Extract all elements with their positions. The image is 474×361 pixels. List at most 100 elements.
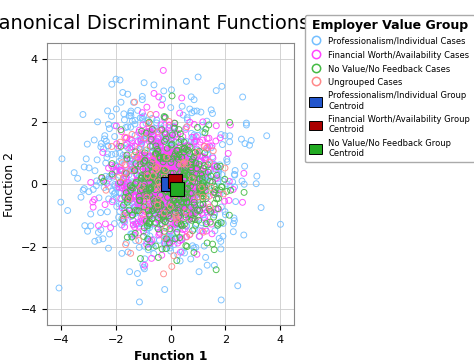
Point <box>138 152 146 158</box>
Point <box>132 170 139 176</box>
Point <box>199 178 206 184</box>
Point <box>177 162 184 168</box>
Point <box>188 208 195 214</box>
Point <box>168 166 176 172</box>
Point <box>158 165 165 170</box>
Point <box>231 168 239 173</box>
Point <box>158 170 165 176</box>
Point <box>118 180 125 186</box>
Point <box>172 153 180 158</box>
Point <box>125 188 132 194</box>
Point <box>171 155 178 161</box>
Point <box>148 237 155 243</box>
Point <box>212 166 220 172</box>
Point <box>171 171 178 177</box>
Point <box>136 200 144 206</box>
Point <box>156 169 164 175</box>
Point <box>247 138 255 143</box>
Point <box>196 153 204 158</box>
Point <box>186 144 194 150</box>
Point <box>142 172 149 178</box>
Point <box>156 161 164 166</box>
Point <box>197 167 205 173</box>
Point <box>121 170 129 176</box>
Point <box>140 205 148 210</box>
Point <box>177 249 184 255</box>
Point <box>124 124 131 130</box>
Point <box>155 175 163 181</box>
Point <box>124 199 131 205</box>
Point <box>120 218 128 224</box>
Point <box>139 193 147 199</box>
Point <box>172 204 180 210</box>
Point <box>180 153 188 159</box>
Point <box>172 139 179 145</box>
Point <box>181 191 188 196</box>
Point <box>142 183 149 189</box>
Point <box>141 158 149 164</box>
Point <box>180 159 188 165</box>
Point <box>173 151 181 157</box>
Point <box>148 159 156 165</box>
Point <box>182 209 190 215</box>
Point <box>181 148 188 154</box>
Point <box>156 183 164 188</box>
Point <box>182 214 190 220</box>
Point <box>149 128 157 134</box>
Point <box>200 229 207 235</box>
Point <box>162 165 170 171</box>
Point <box>148 193 155 199</box>
Point <box>95 237 102 243</box>
Point <box>137 147 144 152</box>
Point <box>154 172 162 178</box>
Point <box>161 156 168 162</box>
Point <box>151 167 158 173</box>
Point <box>139 156 146 162</box>
Point <box>162 114 169 120</box>
Point <box>201 184 209 190</box>
Point <box>147 176 155 182</box>
Point <box>159 172 167 178</box>
Point <box>203 240 211 246</box>
Point <box>58 156 66 162</box>
Point <box>158 199 165 205</box>
Point <box>170 203 178 209</box>
Point <box>239 94 246 100</box>
Point <box>166 180 174 186</box>
Point <box>171 206 178 212</box>
Point <box>138 184 146 190</box>
Point <box>138 131 146 137</box>
Point <box>108 144 116 149</box>
Point <box>163 160 170 166</box>
Point <box>202 196 210 201</box>
Point <box>150 189 157 195</box>
Point <box>140 184 147 190</box>
Point <box>137 153 145 159</box>
Point <box>169 201 177 206</box>
Point <box>165 199 173 204</box>
Point <box>169 201 177 207</box>
Point <box>183 210 191 216</box>
Point <box>162 192 169 197</box>
Point <box>122 176 129 182</box>
Point <box>166 201 173 206</box>
Point <box>155 200 163 206</box>
Point <box>142 186 150 192</box>
Point <box>207 167 215 173</box>
Point <box>186 216 193 222</box>
Point <box>166 149 173 155</box>
Point <box>182 126 190 132</box>
Point <box>159 183 166 189</box>
Point <box>149 126 156 132</box>
Point <box>172 209 179 214</box>
Point <box>117 127 125 132</box>
Point <box>185 217 193 223</box>
Point <box>194 171 201 177</box>
Point <box>193 108 201 114</box>
Point <box>141 185 148 191</box>
Point <box>132 179 140 185</box>
Point <box>230 215 238 221</box>
Point <box>158 187 166 192</box>
Point <box>182 193 189 199</box>
Point <box>240 170 247 176</box>
